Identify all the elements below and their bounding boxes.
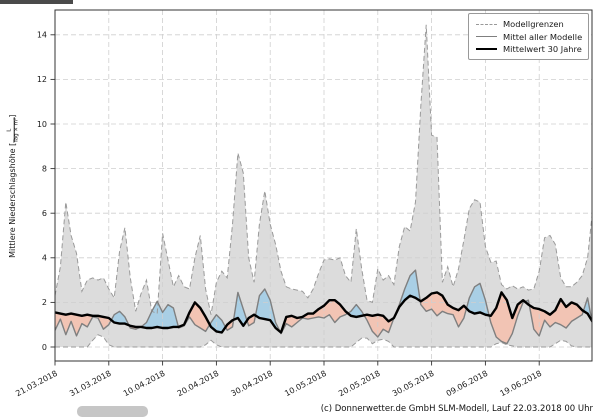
below-normal-fill — [280, 300, 348, 334]
unit-denominator: Tag × m² — [13, 117, 20, 143]
above-normal-fill — [393, 270, 421, 318]
y-tick-label: 12 — [37, 75, 47, 84]
lower-model-boundary-line — [55, 334, 592, 348]
y-axis-label-text: Mittlere Niederschlagshöhe — [8, 148, 18, 258]
below-normal-fill — [529, 299, 584, 336]
plot-border — [54, 9, 593, 362]
copyright-credit: (c) Donnerwetter.de GmbH SLM-Modell, Lau… — [320, 404, 593, 414]
y-tick-label: 4 — [42, 254, 47, 263]
above-normal-fill — [466, 283, 490, 316]
bracket-open: [ — [8, 142, 18, 146]
legend-label: Mittel aller Modelle — [503, 31, 583, 42]
legend-item-mittelwert-30-jahre: Mittelwert 30 Jahre — [476, 43, 582, 56]
y-tick-label: 2 — [42, 298, 47, 307]
mean-30-years-line — [55, 291, 592, 334]
below-normal-fill — [247, 314, 256, 326]
x-tick-label: 20.05.2018 — [337, 369, 382, 398]
black-line-swatch — [476, 48, 497, 51]
y-tick-label: 6 — [42, 209, 47, 218]
x-tick-label: 09.06.2018 — [445, 369, 490, 398]
x-tick-label: 30.04.2018 — [229, 369, 274, 398]
clipped-content-artifact — [0, 0, 73, 4]
x-tick-label: 10.04.2018 — [122, 369, 167, 398]
legend-label: Modellgrenzen — [503, 19, 564, 30]
gray-line-swatch — [476, 36, 497, 38]
y-tick-label: 14 — [37, 31, 47, 40]
y-tick-label: 0 — [42, 343, 47, 352]
above-normal-fill — [255, 289, 281, 332]
legend-item-mittel-aller-modelle: Mittel aller Modelle — [476, 31, 582, 44]
dashed-line-swatch — [476, 23, 497, 25]
legend-label: Mittelwert 30 Jahre — [503, 44, 582, 55]
upper-model-boundary-line — [55, 24, 592, 315]
legend-item-modellgrenzen: Modellgrenzen — [476, 18, 582, 31]
y-tick-label: 8 — [42, 164, 47, 173]
ui-artifact-blob — [77, 406, 148, 417]
x-tick-label: 19.06.2018 — [498, 369, 543, 398]
above-normal-fill — [141, 301, 179, 328]
bracket-close: ] — [8, 114, 18, 118]
y-axis-label: Mittlere Niederschlagshöhe [L Tag × m²] — [7, 6, 21, 366]
y-tick-label: 10 — [37, 120, 47, 129]
chart-legend: Modellgrenzen Mittel aller Modelle Mitte… — [468, 13, 589, 60]
unit-fraction: L Tag × m² — [7, 117, 21, 143]
x-tick-label: 20.04.2018 — [176, 369, 221, 398]
x-tick-label: 30.05.2018 — [391, 369, 436, 398]
model-mean-line — [55, 269, 592, 345]
below-normal-fill — [178, 302, 210, 332]
above-normal-fill — [347, 304, 365, 317]
x-tick-label: 10.05.2018 — [283, 369, 328, 398]
x-tick-label: 31.03.2018 — [68, 369, 113, 398]
x-tick-label: 21.03.2018 — [14, 369, 59, 398]
